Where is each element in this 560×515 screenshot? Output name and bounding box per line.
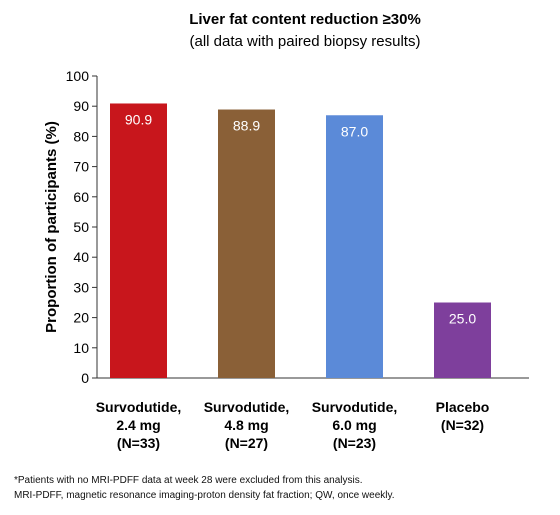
x-category-label-line: (N=27) <box>225 435 268 451</box>
y-axis-label: Proportion of participants (%) <box>43 121 60 333</box>
y-tick-label: 90 <box>73 98 89 114</box>
x-category-label: Survodutide, 6.0 mg (N=23) <box>312 399 398 451</box>
x-category-label: Placebo (N=32) <box>436 399 490 433</box>
x-category-label-line: Survodutide, <box>96 399 182 415</box>
chart-title: Liver fat content reduction ≥30% <box>189 11 421 28</box>
x-category-label-line: 6.0 mg <box>332 417 376 433</box>
y-tick-label: 0 <box>81 370 89 386</box>
bar <box>326 115 383 378</box>
bar <box>434 302 491 378</box>
y-tick-label: 60 <box>73 189 89 205</box>
x-category-label-line: (N=23) <box>333 435 376 451</box>
bar <box>110 103 167 379</box>
x-category-label-line: Placebo <box>436 399 490 415</box>
x-category-label-line: Survodutide, <box>312 399 398 415</box>
chart-subtitle: (all data with paired biopsy results) <box>190 33 421 50</box>
y-tick-label: 20 <box>73 310 89 326</box>
x-category-label: Survodutide, 2.4 mg (N=33) <box>96 399 182 451</box>
x-category-label-line: 2.4 mg <box>116 417 160 433</box>
footnote-abbreviations: MRI-PDFF, magnetic resonance imaging-pro… <box>14 490 395 501</box>
y-tick-label: 30 <box>73 279 89 295</box>
bar-value-label: 87.0 <box>341 123 368 139</box>
x-category-label: Survodutide, 4.8 mg (N=27) <box>204 399 290 451</box>
footnotes: *Patients with no MRI-PDFF data at week … <box>14 473 395 503</box>
bar-chart: Liver fat content reduction ≥30% (all da… <box>43 11 529 451</box>
x-category-label-line: 4.8 mg <box>224 417 268 433</box>
plot-area: 0 10 20 30 40 50 60 70 80 90 100 90.9 Survodutide, 2.… <box>66 68 529 451</box>
y-tick-label: 50 <box>73 219 89 235</box>
bar-value-label: 88.9 <box>233 118 260 134</box>
x-category-label-line: Survodutide, <box>204 399 290 415</box>
y-tick-label: 40 <box>73 249 89 265</box>
y-tick-label: 80 <box>73 128 89 144</box>
x-category-label-line: (N=32) <box>441 417 484 433</box>
bar-value-label: 25.0 <box>449 311 476 327</box>
y-tick-label: 70 <box>73 159 89 175</box>
y-tick-label: 10 <box>73 340 89 356</box>
footnote-exclusion: *Patients with no MRI-PDFF data at week … <box>14 475 363 486</box>
y-tick-label: 100 <box>66 68 90 84</box>
x-category-label-line: (N=33) <box>117 435 160 451</box>
bar-value-label: 90.9 <box>125 111 152 127</box>
bar <box>218 109 275 378</box>
